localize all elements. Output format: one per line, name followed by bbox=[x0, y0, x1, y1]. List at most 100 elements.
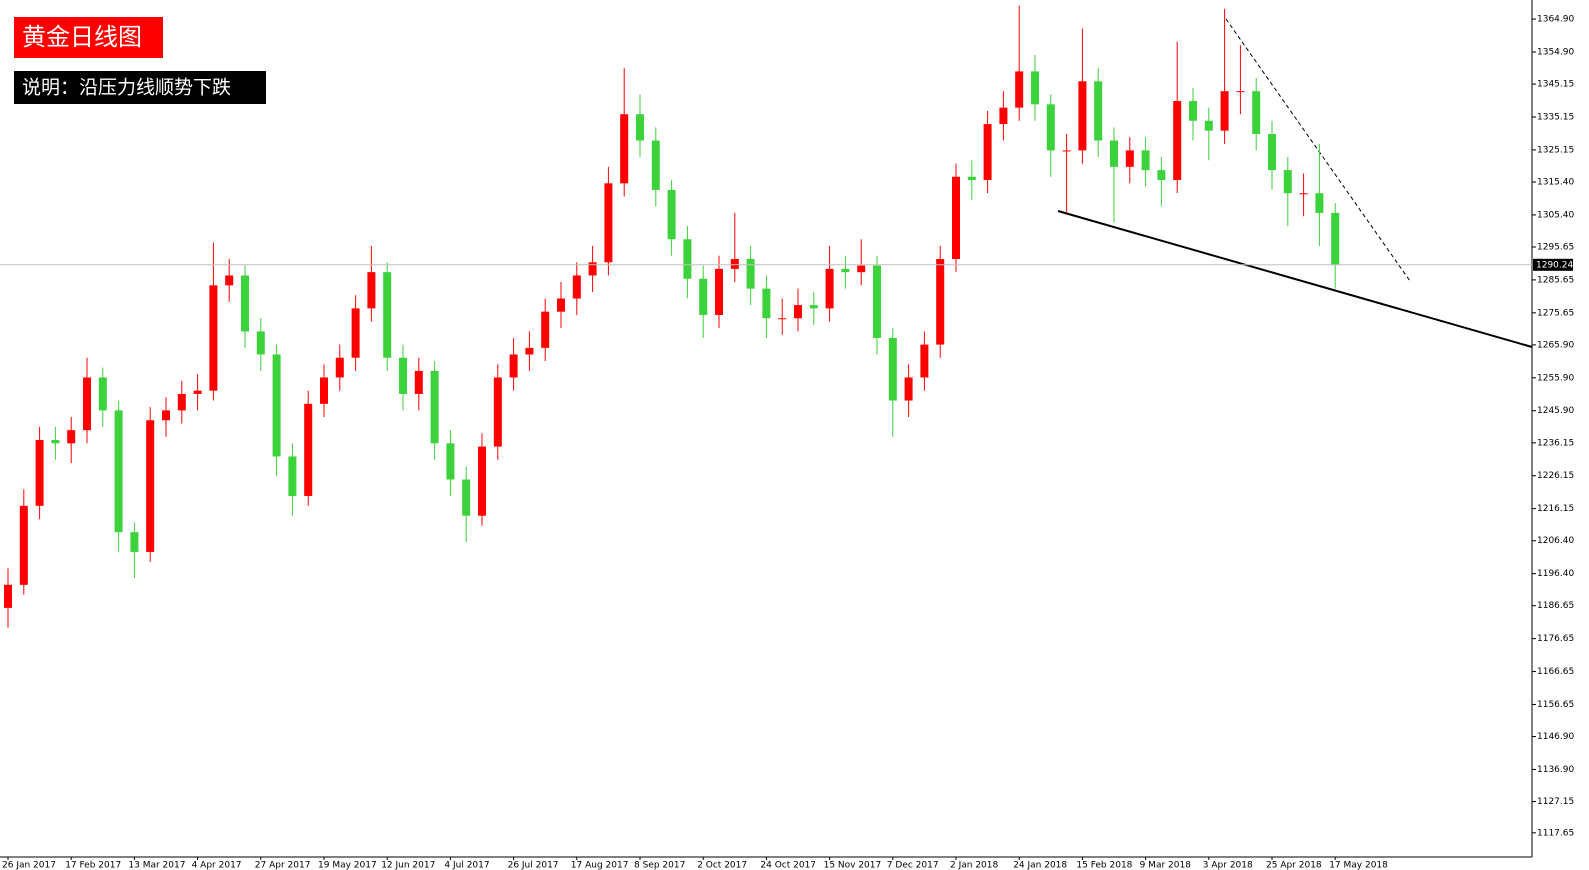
candle-body bbox=[1157, 170, 1166, 181]
y-tick-label: 1186.65 bbox=[1537, 601, 1574, 611]
candle-body bbox=[525, 347, 534, 355]
x-tick-label: 15 Nov 2017 bbox=[824, 861, 882, 870]
candle-body bbox=[936, 259, 945, 345]
candle-body bbox=[130, 532, 139, 552]
candle-body bbox=[746, 259, 755, 289]
y-tick-label: 1236.15 bbox=[1537, 438, 1574, 448]
x-tick-label: 8 Sep 2017 bbox=[634, 861, 685, 870]
candle-body bbox=[509, 354, 518, 378]
candle-body bbox=[1268, 133, 1276, 171]
x-tick-label: 17 Aug 2017 bbox=[571, 861, 629, 870]
y-tick-label: 1285.65 bbox=[1537, 275, 1574, 285]
candle-body bbox=[904, 377, 913, 401]
candle-body bbox=[1299, 193, 1308, 195]
candle-body bbox=[98, 377, 107, 411]
candle-body bbox=[1331, 212, 1340, 265]
candle-body bbox=[19, 505, 28, 585]
y-tick-label: 1295.65 bbox=[1537, 242, 1574, 252]
candle-body bbox=[1046, 104, 1055, 151]
x-tick-label: 25 Apr 2018 bbox=[1266, 861, 1322, 870]
candle-body bbox=[1094, 81, 1103, 141]
y-tick-label: 1345.15 bbox=[1537, 80, 1574, 90]
candle-body bbox=[288, 456, 297, 496]
candle-body bbox=[651, 140, 660, 190]
candle-body bbox=[256, 331, 265, 355]
chart-title: 黄金日线图 bbox=[22, 23, 142, 51]
chart-subtitle: 说明：沿压力线顺势下跌 bbox=[22, 77, 231, 99]
candle-body bbox=[430, 370, 439, 444]
candle-body bbox=[1110, 140, 1118, 167]
current-price-box bbox=[1533, 258, 1573, 271]
candle-body bbox=[241, 275, 249, 332]
candle-body bbox=[1173, 101, 1182, 181]
candle-body bbox=[683, 239, 692, 279]
x-tick-label: 7 Dec 2017 bbox=[887, 861, 939, 870]
candle-body bbox=[1189, 101, 1197, 121]
candle-body bbox=[715, 268, 723, 315]
y-tick-label: 1117.65 bbox=[1537, 828, 1574, 838]
y-tick-label: 1166.65 bbox=[1537, 667, 1574, 677]
candle-body bbox=[83, 377, 91, 431]
candle-body bbox=[1315, 193, 1324, 213]
candle-body bbox=[1283, 170, 1292, 194]
candle-body bbox=[604, 183, 613, 263]
x-tick-label: 3 Apr 2018 bbox=[1203, 861, 1253, 870]
candle-body bbox=[209, 285, 218, 391]
candle-body bbox=[825, 268, 834, 309]
y-tick-label: 1226.15 bbox=[1537, 471, 1574, 481]
y-tick-label: 1354.90 bbox=[1537, 47, 1574, 57]
y-tick-label: 1206.40 bbox=[1537, 536, 1574, 546]
y-tick-label: 1245.90 bbox=[1537, 406, 1574, 416]
candle-body bbox=[304, 403, 313, 496]
x-tick-label: 17 Feb 2017 bbox=[65, 861, 121, 870]
subtitle-box bbox=[14, 71, 266, 104]
support-trendline bbox=[1057, 210, 1533, 348]
candle-body bbox=[162, 410, 170, 421]
x-tick-label: 19 May 2017 bbox=[318, 861, 377, 870]
candle-body bbox=[177, 393, 186, 411]
x-tick-label: 26 Jul 2017 bbox=[508, 861, 559, 870]
y-tick-label: 1335.15 bbox=[1537, 112, 1574, 122]
candle-body bbox=[478, 446, 486, 516]
candle-body bbox=[1125, 150, 1134, 167]
title-box bbox=[14, 17, 163, 58]
x-tick-label: 4 Apr 2017 bbox=[192, 861, 242, 870]
candle-body bbox=[667, 189, 676, 240]
y-tick-label: 1325.15 bbox=[1537, 145, 1574, 155]
y-tick-label: 1196.40 bbox=[1537, 569, 1574, 579]
y-tick-label: 1364.90 bbox=[1537, 15, 1574, 25]
candle-body bbox=[541, 311, 550, 348]
candle-body bbox=[794, 305, 802, 319]
x-tick-label: 4 Jul 2017 bbox=[444, 861, 489, 870]
candle-body bbox=[493, 377, 502, 447]
candle-body bbox=[51, 440, 60, 444]
candle-body bbox=[557, 298, 565, 312]
candle-body bbox=[809, 305, 818, 309]
candles bbox=[4, 5, 1340, 628]
candle-body bbox=[920, 344, 929, 378]
candle-body bbox=[462, 479, 471, 516]
x-tick-label: 17 May 2018 bbox=[1329, 861, 1388, 870]
candle-body bbox=[1252, 91, 1261, 134]
candle-body bbox=[762, 288, 771, 319]
candle-body bbox=[967, 176, 976, 181]
current-price-label: 1290.24 bbox=[1536, 260, 1573, 270]
candle-body bbox=[1015, 71, 1024, 108]
candle-body bbox=[225, 275, 234, 286]
candle-body bbox=[399, 357, 407, 394]
candle-body bbox=[620, 114, 629, 184]
candle-body bbox=[1031, 71, 1039, 105]
candle-body bbox=[1141, 150, 1150, 171]
candle-body bbox=[367, 272, 376, 309]
candle-body bbox=[873, 265, 881, 338]
x-tick-label: 2 Oct 2017 bbox=[697, 861, 747, 870]
y-tick-label: 1216.15 bbox=[1537, 504, 1574, 514]
y-tick-label: 1176.65 bbox=[1537, 634, 1574, 644]
candle-body bbox=[572, 275, 581, 299]
candle-body bbox=[1220, 91, 1229, 131]
x-tick-label: 15 Feb 2018 bbox=[1076, 861, 1132, 870]
y-tick-label: 1127.15 bbox=[1537, 797, 1574, 807]
candle-body bbox=[1204, 120, 1213, 131]
